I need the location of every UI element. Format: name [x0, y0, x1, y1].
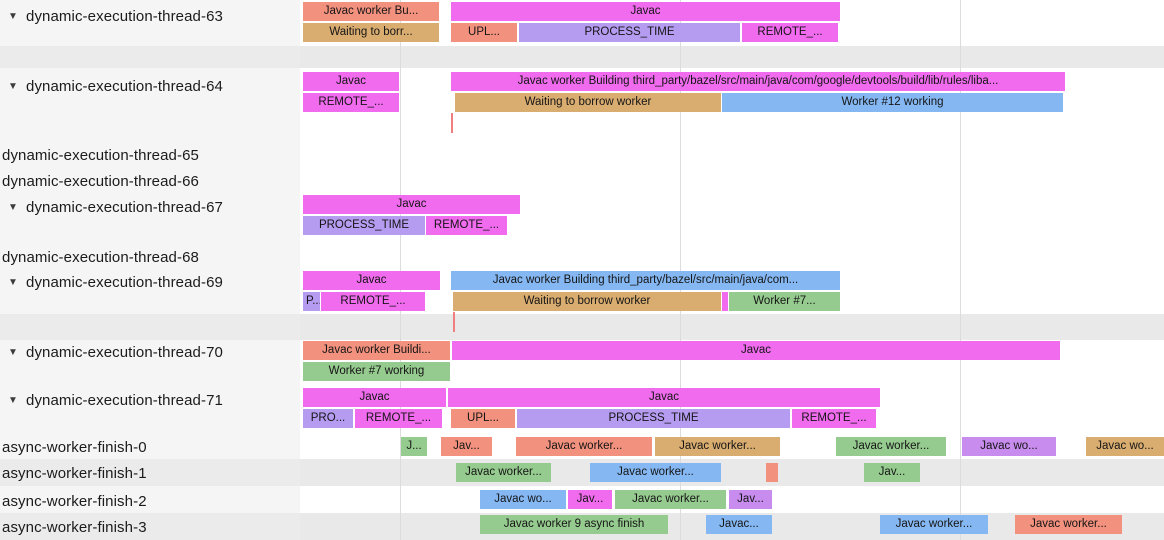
trace-event-bar[interactable]: Javac worker...: [880, 515, 988, 534]
thread-name-row[interactable]: async-worker-finish-2: [0, 490, 302, 512]
trace-event-bar[interactable]: Jav...: [864, 463, 920, 482]
trace-event-bar[interactable]: Waiting to borrow worker: [453, 292, 721, 311]
collapse-triangle-icon[interactable]: ▼: [8, 346, 18, 358]
trace-event-bar[interactable]: Javac worker...: [590, 463, 721, 482]
thread-label: dynamic-execution-thread-65: [2, 146, 199, 164]
thread-label: dynamic-execution-thread-68: [2, 248, 199, 266]
trace-event-bar[interactable]: Worker #7 working: [303, 362, 450, 381]
thread-name-row[interactable]: ▼ dynamic-execution-thread-69: [0, 271, 300, 293]
trace-event-bar[interactable]: [722, 292, 728, 311]
timeline-gridline: [680, 0, 681, 540]
collapse-triangle-icon[interactable]: ▼: [8, 201, 18, 213]
trace-event-bar[interactable]: Javac: [452, 341, 1060, 360]
trace-event-bar[interactable]: Javac: [303, 195, 520, 214]
trace-event-bar[interactable]: Javac wo...: [480, 490, 566, 509]
thread-label: dynamic-execution-thread-69: [26, 273, 223, 291]
timeline-gridline: [960, 0, 961, 540]
trace-event-bar[interactable]: Javac worker Building third_party/bazel/…: [451, 72, 1065, 91]
thread-name-row[interactable]: dynamic-execution-thread-65: [0, 144, 302, 166]
trace-event-bar[interactable]: REMOTE_...: [742, 23, 838, 42]
thread-label: async-worker-finish-2: [2, 492, 147, 510]
trace-event-bar[interactable]: Javac worker Buildi...: [303, 341, 450, 360]
trace-event-bar[interactable]: REMOTE_...: [355, 409, 442, 428]
trace-event-bar[interactable]: Javac worker Building third_party/bazel/…: [451, 271, 840, 290]
trace-event-bar[interactable]: Javac worker...: [456, 463, 551, 482]
trace-event-bar[interactable]: Waiting to borrow worker: [455, 93, 721, 112]
thread-name-row[interactable]: ▼ dynamic-execution-thread-67: [0, 196, 300, 218]
trace-event-bar[interactable]: [766, 463, 778, 482]
trace-event-bar[interactable]: Jav...: [568, 490, 612, 509]
thread-label: async-worker-finish-3: [2, 518, 147, 536]
trace-event-bar[interactable]: PROCESS_TIME: [303, 216, 425, 235]
trace-event-bar[interactable]: PROCESS_TIME: [517, 409, 790, 428]
trace-event-bar[interactable]: Javac worker...: [516, 437, 652, 456]
trace-event-bar[interactable]: Javac: [303, 72, 399, 91]
trace-event-bar[interactable]: Javac...: [706, 515, 772, 534]
thread-label: dynamic-execution-thread-67: [26, 198, 223, 216]
trace-event-bar[interactable]: REMOTE_...: [321, 292, 425, 311]
thread-label: dynamic-execution-thread-71: [26, 391, 223, 409]
collapse-triangle-icon[interactable]: ▼: [8, 276, 18, 288]
trace-event-bar[interactable]: Waiting to borr...: [303, 23, 439, 42]
trace-event-bar[interactable]: Javac: [303, 388, 446, 407]
thread-label: dynamic-execution-thread-63: [26, 7, 223, 25]
trace-event-bar[interactable]: Javac worker...: [655, 437, 780, 456]
trace-event-bar[interactable]: REMOTE_...: [426, 216, 507, 235]
trace-event-bar[interactable]: REMOTE_...: [792, 409, 876, 428]
trace-event-bar[interactable]: Jav...: [729, 490, 772, 509]
trace-event-bar[interactable]: UPL...: [451, 23, 517, 42]
trace-event-bar[interactable]: Javac worker 9 async finish: [480, 515, 668, 534]
trace-event-bar[interactable]: PROCESS_TIME: [519, 23, 740, 42]
thread-sidebar: ▼ dynamic-execution-thread-63 ▼ dynamic-exe…: [0, 0, 300, 540]
trace-event-bar[interactable]: J...: [401, 437, 427, 456]
trace-event-bar[interactable]: Javac worker...: [836, 437, 946, 456]
instant-event-tick[interactable]: [451, 113, 453, 133]
trace-event-bar[interactable]: Javac wo...: [1086, 437, 1164, 456]
trace-event-bar[interactable]: Worker #12 working: [722, 93, 1063, 112]
trace-event-bar[interactable]: Javac: [303, 271, 440, 290]
thread-label: dynamic-execution-thread-64: [26, 77, 223, 95]
instant-event-tick[interactable]: [453, 312, 455, 332]
trace-event-bar[interactable]: Jav...: [441, 437, 492, 456]
trace-event-bar[interactable]: Javac worker Bu...: [303, 2, 439, 21]
trace-event-bar[interactable]: Javac: [451, 2, 840, 21]
collapse-triangle-icon[interactable]: ▼: [8, 10, 18, 22]
trace-event-bar[interactable]: PRO...: [303, 409, 353, 428]
timeline-gridline: [400, 0, 401, 540]
thread-name-row[interactable]: dynamic-execution-thread-68: [0, 246, 302, 268]
thread-name-row[interactable]: ▼ dynamic-execution-thread-70: [0, 341, 300, 363]
thread-label: dynamic-execution-thread-66: [2, 172, 199, 190]
thread-name-row[interactable]: dynamic-execution-thread-66: [0, 170, 302, 192]
thread-label: async-worker-finish-1: [2, 464, 147, 482]
thread-name-row[interactable]: ▼ dynamic-execution-thread-64: [0, 75, 300, 97]
trace-event-bar[interactable]: P...: [303, 292, 320, 311]
thread-name-row[interactable]: async-worker-finish-3: [0, 516, 302, 538]
trace-event-bar[interactable]: Javac worker...: [615, 490, 726, 509]
thread-label: async-worker-finish-0: [2, 438, 147, 456]
trace-event-bar[interactable]: Javac worker...: [1015, 515, 1122, 534]
thread-name-row[interactable]: async-worker-finish-0: [0, 436, 302, 458]
trace-event-bar[interactable]: Worker #7...: [729, 292, 840, 311]
thread-label: dynamic-execution-thread-70: [26, 343, 223, 361]
trace-event-bar[interactable]: Javac wo...: [962, 437, 1056, 456]
thread-name-row[interactable]: ▼ dynamic-execution-thread-63: [0, 5, 300, 27]
trace-event-bar[interactable]: UPL...: [451, 409, 515, 428]
thread-name-row[interactable]: ▼ dynamic-execution-thread-71: [0, 389, 300, 411]
trace-event-bar[interactable]: Javac: [448, 388, 880, 407]
trace-event-bar[interactable]: REMOTE_...: [303, 93, 399, 112]
thread-name-row[interactable]: async-worker-finish-1: [0, 462, 302, 484]
collapse-triangle-icon[interactable]: ▼: [8, 80, 18, 92]
collapse-triangle-icon[interactable]: ▼: [8, 394, 18, 406]
